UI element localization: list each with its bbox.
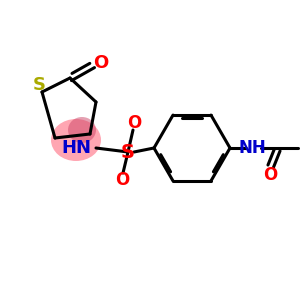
Text: NH: NH <box>238 139 266 157</box>
Text: O: O <box>263 166 277 184</box>
Text: HN: HN <box>61 139 91 157</box>
Text: O: O <box>93 54 109 72</box>
Text: S: S <box>121 142 135 161</box>
Text: O: O <box>127 114 141 132</box>
Text: O: O <box>115 171 129 189</box>
Ellipse shape <box>51 119 101 161</box>
Text: S: S <box>32 76 46 94</box>
Ellipse shape <box>68 117 96 143</box>
